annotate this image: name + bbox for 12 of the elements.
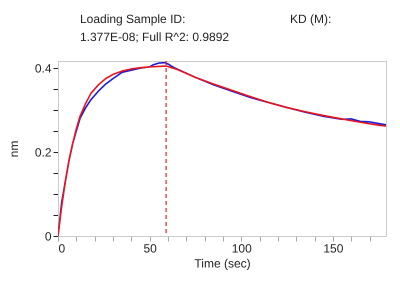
text: 1.377E-08; Full R^2: 0.9892 bbox=[80, 30, 230, 44]
y-tick-label: 0.4 bbox=[34, 62, 52, 76]
x-tick-label: 50 bbox=[143, 242, 158, 256]
y-axis-title: nm bbox=[6, 140, 21, 158]
x-tick-label: 0 bbox=[58, 242, 66, 256]
x-axis-title: Time (sec) bbox=[194, 256, 251, 270]
text: Loading Sample ID: bbox=[80, 12, 186, 26]
y-tick-label: 0 bbox=[44, 230, 52, 244]
y-tick-label: 0.2 bbox=[34, 146, 52, 160]
x-tick-label: 150 bbox=[323, 242, 344, 256]
x-tick-label: 100 bbox=[232, 242, 252, 256]
text: KD (M): bbox=[290, 12, 332, 26]
